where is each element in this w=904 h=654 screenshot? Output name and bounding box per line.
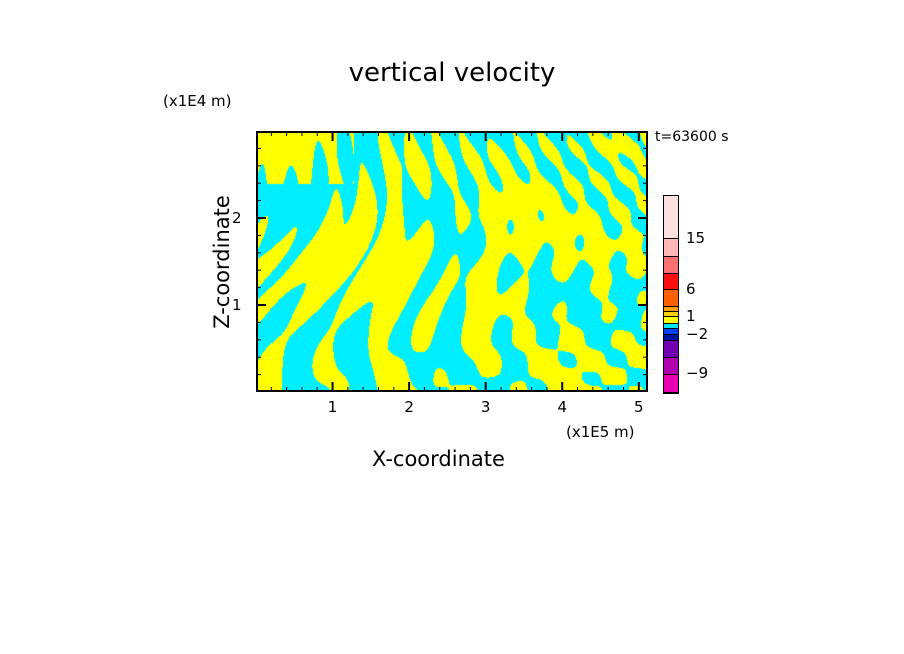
y-axis-unit: (x1E4 m) [163,92,232,110]
colorbar-segment [664,257,678,274]
y-tick-label: 2 [232,209,242,227]
colorbar-segment [664,196,678,239]
colorbar-segment [664,329,678,335]
contour-field [256,131,648,392]
colorbar-label: −2 [686,325,709,343]
y-axis-label: Z-coordinate [210,195,234,329]
colorbar-segment [664,358,678,375]
colorbar-segment [664,341,678,358]
plot-axes [256,131,648,392]
colorbar [663,195,679,394]
plot-frame [256,131,648,392]
colorbar-segment [664,335,678,341]
x-tick-label: 4 [557,398,568,416]
colorbar-label: 15 [686,229,706,247]
y-tick-label: 1 [232,296,242,314]
colorbar-segment [664,375,678,393]
x-tick-label: 1 [327,398,338,416]
x-tick-label: 2 [404,398,414,416]
x-tick-label: 3 [480,398,491,416]
x-axis-label: X-coordinate [372,447,505,471]
colorbar-segment [664,274,678,290]
x-tick-label: 5 [634,398,644,416]
colorbar-segment [664,324,678,329]
colorbar-segment [664,312,678,317]
x-axis-unit: (x1E5 m) [566,423,635,441]
colorbar-segment [664,317,678,324]
colorbar-segment [664,307,678,312]
chart-title: vertical velocity [348,58,556,88]
colorbar-segment [664,290,678,307]
time-label: t=63600 s [655,129,729,145]
colorbar-label: −9 [686,364,709,382]
plot-area [256,131,648,392]
colorbar-label: 1 [686,307,696,325]
colorbar-label: 6 [686,280,696,298]
colorbar-segment [664,239,678,257]
